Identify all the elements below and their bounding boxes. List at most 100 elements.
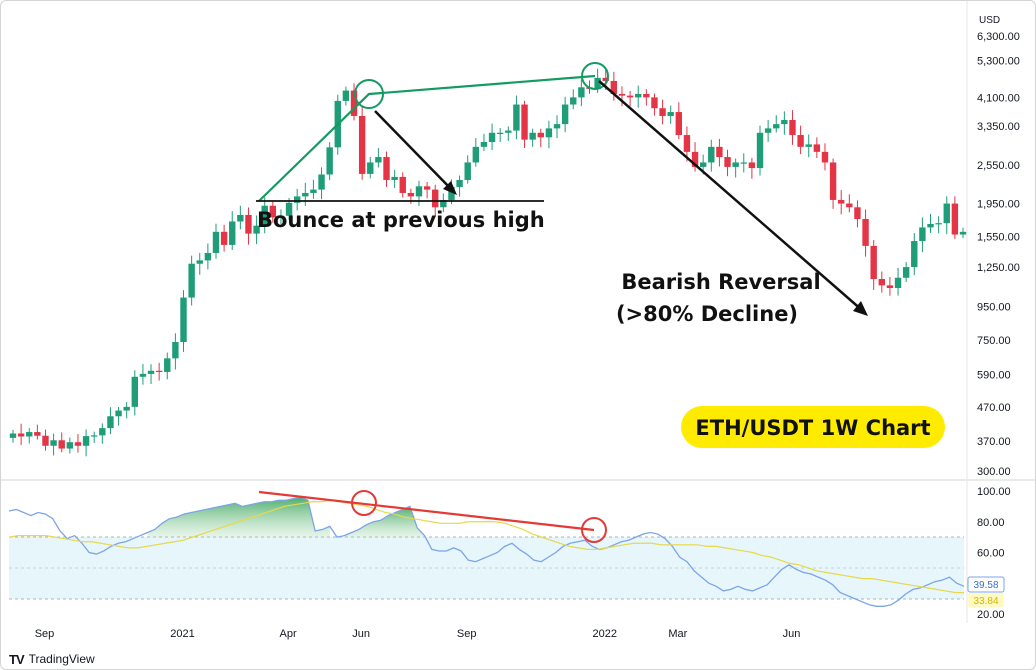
candle-body [448, 186, 455, 200]
price-tick-label: 6,300.00 [977, 31, 1020, 43]
pullback-arrow-head [443, 181, 457, 195]
candle-body [277, 215, 285, 218]
highlight-circle-first-top [354, 79, 384, 109]
candle-body [659, 108, 666, 116]
rsi-overbought-area [147, 497, 425, 538]
candle-body [764, 128, 772, 133]
candle-body [407, 192, 415, 197]
candle-body [440, 199, 447, 208]
candle-body [34, 432, 41, 436]
rsi-ma-value-label: 33.84 [973, 596, 998, 607]
candle-body [99, 428, 106, 436]
candle-body [537, 132, 544, 138]
candle-body [732, 162, 739, 167]
candle-body [42, 435, 49, 446]
candle-body [724, 157, 731, 167]
rsi-highlight-circle-second [581, 517, 607, 543]
candle-body [773, 124, 780, 129]
candle-body [82, 436, 90, 446]
candle-body [50, 440, 57, 446]
candle-body [261, 205, 268, 226]
candle-body [220, 231, 228, 245]
candle-body [107, 416, 114, 429]
candle-body [310, 189, 317, 193]
candle-body [878, 279, 886, 286]
price-tick-label: 1,950.00 [977, 199, 1020, 211]
candle-body [911, 241, 918, 268]
candle-body [480, 142, 488, 147]
candle-body [423, 186, 431, 190]
candle-body [805, 144, 812, 147]
time-tick-label: 2021 [170, 628, 194, 640]
price-tick-label: 3,350.00 [977, 121, 1020, 133]
time-tick-label: Sep [457, 628, 477, 640]
candle-body [9, 433, 17, 438]
rsi-tick-label: 20.00 [977, 609, 1005, 621]
candle-body [488, 132, 496, 143]
candle-body [854, 207, 861, 220]
candle-body [683, 135, 691, 152]
candle-body [326, 147, 333, 175]
candle-body [756, 132, 764, 169]
candle-body [432, 189, 439, 208]
highlight-circle-second-top [581, 62, 609, 90]
uptrend-higher-highs-line [258, 74, 596, 202]
rsi-ma-value-label-box [968, 593, 1004, 607]
reversal-annotation-line-2: (>80% Decline) [616, 302, 798, 326]
tradingview-watermark: TV TradingView [9, 651, 95, 667]
candle-body [285, 202, 293, 216]
candle-body [716, 146, 723, 158]
time-tick-label: Sep [35, 628, 55, 640]
candle-body [66, 442, 74, 449]
rsi-lines [8, 496, 965, 607]
price-tick-label: 1,250.00 [977, 262, 1020, 274]
candle-body [350, 90, 358, 116]
candle-body [870, 245, 877, 280]
rsi-tick-label: 60.00 [977, 548, 1005, 560]
candle-body [602, 77, 609, 81]
candle-body [797, 135, 804, 147]
candle-body [456, 179, 463, 187]
axes: 6,300.00 5,300.00 4,100.00 3,350.00 2,550.00… [35, 31, 1020, 640]
candle-body [180, 297, 187, 342]
candle-body [58, 440, 65, 449]
candle-body [188, 263, 195, 298]
candle-body [902, 267, 910, 278]
candle-body [237, 214, 244, 222]
candle-body [570, 97, 577, 105]
candle-body [529, 132, 536, 140]
candle-body [464, 162, 471, 180]
candle-body [472, 146, 480, 163]
tradingview-name: TradingView [28, 652, 95, 666]
candle-body [635, 93, 642, 98]
rsi-ma-line [8, 499, 965, 594]
candle-body [838, 199, 845, 204]
candle-body [959, 231, 967, 235]
rsi-overbought-fill [147, 497, 330, 538]
candle-body [699, 162, 707, 167]
candles [9, 67, 967, 457]
candle-body [821, 151, 829, 163]
candle-body [269, 205, 277, 218]
time-tick-label: 2022 [592, 628, 616, 640]
price-tick-label: 750.00 [977, 335, 1011, 347]
candle-body [594, 77, 601, 89]
candle-body [196, 260, 203, 264]
rsi-tick-label: 80.00 [977, 517, 1005, 529]
candle-body [553, 124, 561, 129]
candle-body [894, 277, 902, 288]
rsi-value-label: 39.58 [973, 580, 998, 591]
price-tick-label: 5,300.00 [977, 56, 1020, 68]
candle-body [505, 130, 512, 133]
candle-body [781, 119, 788, 125]
candle-body [155, 370, 163, 372]
candle-body [164, 358, 171, 372]
candle-body [342, 90, 350, 101]
price-tick-label: 590.00 [977, 369, 1011, 381]
symbol-badge [681, 406, 945, 448]
pullback-arrow [374, 110, 454, 192]
candle-body [415, 186, 423, 197]
candle-body [748, 162, 756, 169]
